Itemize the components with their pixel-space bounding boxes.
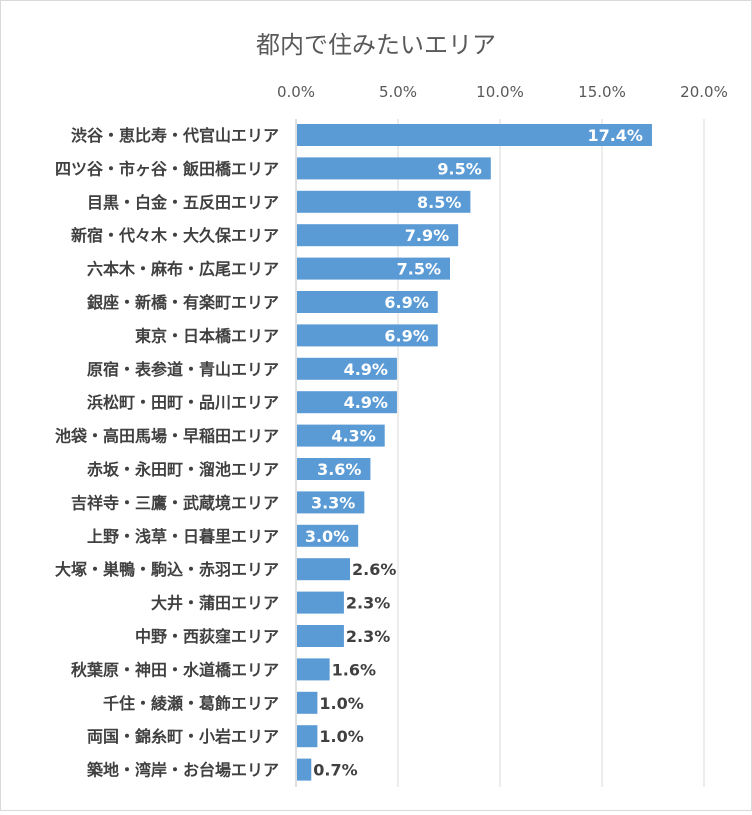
category-label: 四ツ谷・市ヶ谷・飯田橋エリア xyxy=(55,159,279,178)
tick-label: 0.0% xyxy=(277,83,315,101)
category-label: 上野・浅草・日暮里エリア xyxy=(87,527,279,546)
data-label: 4.9% xyxy=(344,393,388,412)
tick-label: 15.0% xyxy=(578,83,626,101)
bar xyxy=(297,224,459,247)
bar xyxy=(297,190,471,213)
data-label: 9.5% xyxy=(437,159,481,178)
data-label: 6.9% xyxy=(384,293,428,312)
category-label: 大塚・巣鴨・駒込・赤羽エリア xyxy=(55,560,279,579)
bar xyxy=(297,391,397,414)
bar xyxy=(297,458,371,480)
bar xyxy=(297,625,344,647)
data-label: 1.0% xyxy=(319,694,363,713)
bar xyxy=(297,691,318,714)
data-label: 2.3% xyxy=(346,627,390,646)
category-label: 築地・湾岸・お台場エリア xyxy=(86,761,279,780)
category-label: 赤坂・永田町・溜池エリア xyxy=(87,460,279,479)
data-label: 4.9% xyxy=(344,360,388,379)
bar xyxy=(297,157,491,180)
category-label: 渋谷・恵比寿・代官山エリア xyxy=(71,126,279,145)
data-label: 3.6% xyxy=(317,460,361,479)
data-label: 7.9% xyxy=(405,226,449,245)
data-label: 17.4% xyxy=(587,126,643,145)
bar xyxy=(297,658,330,681)
category-label: 原宿・表参道・青山エリア xyxy=(87,360,279,379)
tick-label: 5.0% xyxy=(379,83,417,101)
category-label: 池袋・高田馬場・早稲田エリア xyxy=(55,427,279,446)
bar xyxy=(297,558,351,581)
bar xyxy=(297,758,312,781)
bar xyxy=(297,257,450,280)
category-label: 目黒・白金・五反田エリア xyxy=(87,193,279,212)
bar xyxy=(297,725,318,748)
category-label: 中野・西荻窪エリア xyxy=(135,627,279,646)
bar xyxy=(297,324,438,347)
bar xyxy=(297,524,359,547)
data-label: 2.6% xyxy=(352,560,396,579)
data-label: 2.3% xyxy=(346,594,390,613)
bar xyxy=(297,357,397,380)
data-label: 7.5% xyxy=(397,260,441,279)
data-label: 6.9% xyxy=(384,326,428,345)
category-label: 東京・日本橋エリア xyxy=(135,326,279,345)
data-label: 8.5% xyxy=(417,193,461,212)
category-label: 千住・綾瀬・葛飾エリア xyxy=(103,694,279,713)
category-label: 両国・錦糸町・小岩エリア xyxy=(87,727,279,746)
data-label: 4.3% xyxy=(331,427,375,446)
category-label: 銀座・新橋・有楽町エリア xyxy=(87,293,279,312)
category-label: 秋葉原・神田・水道橋エリア xyxy=(71,660,279,679)
category-label: 六本木・麻布・広尾エリア xyxy=(87,260,279,279)
bar xyxy=(297,424,385,447)
data-label: 3.3% xyxy=(311,493,355,512)
data-label: 1.6% xyxy=(332,660,376,679)
tick-label: 20.0% xyxy=(680,83,728,101)
bar xyxy=(297,124,652,146)
data-label: 3.0% xyxy=(305,527,349,546)
bar xyxy=(297,591,344,614)
tick-label: 10.0% xyxy=(476,83,524,101)
category-label: 新宿・代々木・大久保エリア xyxy=(71,226,279,245)
category-label: 大井・蒲田エリア xyxy=(151,594,279,613)
bar xyxy=(297,491,365,514)
category-label: 吉祥寺・三鷹・武蔵境エリア xyxy=(71,493,279,512)
category-label: 浜松町・田町・品川エリア xyxy=(87,393,279,412)
data-label: 1.0% xyxy=(319,727,363,746)
chart-title: 都内で住みたいエリア xyxy=(256,31,496,59)
bar xyxy=(297,291,438,313)
data-label: 0.7% xyxy=(313,761,357,780)
